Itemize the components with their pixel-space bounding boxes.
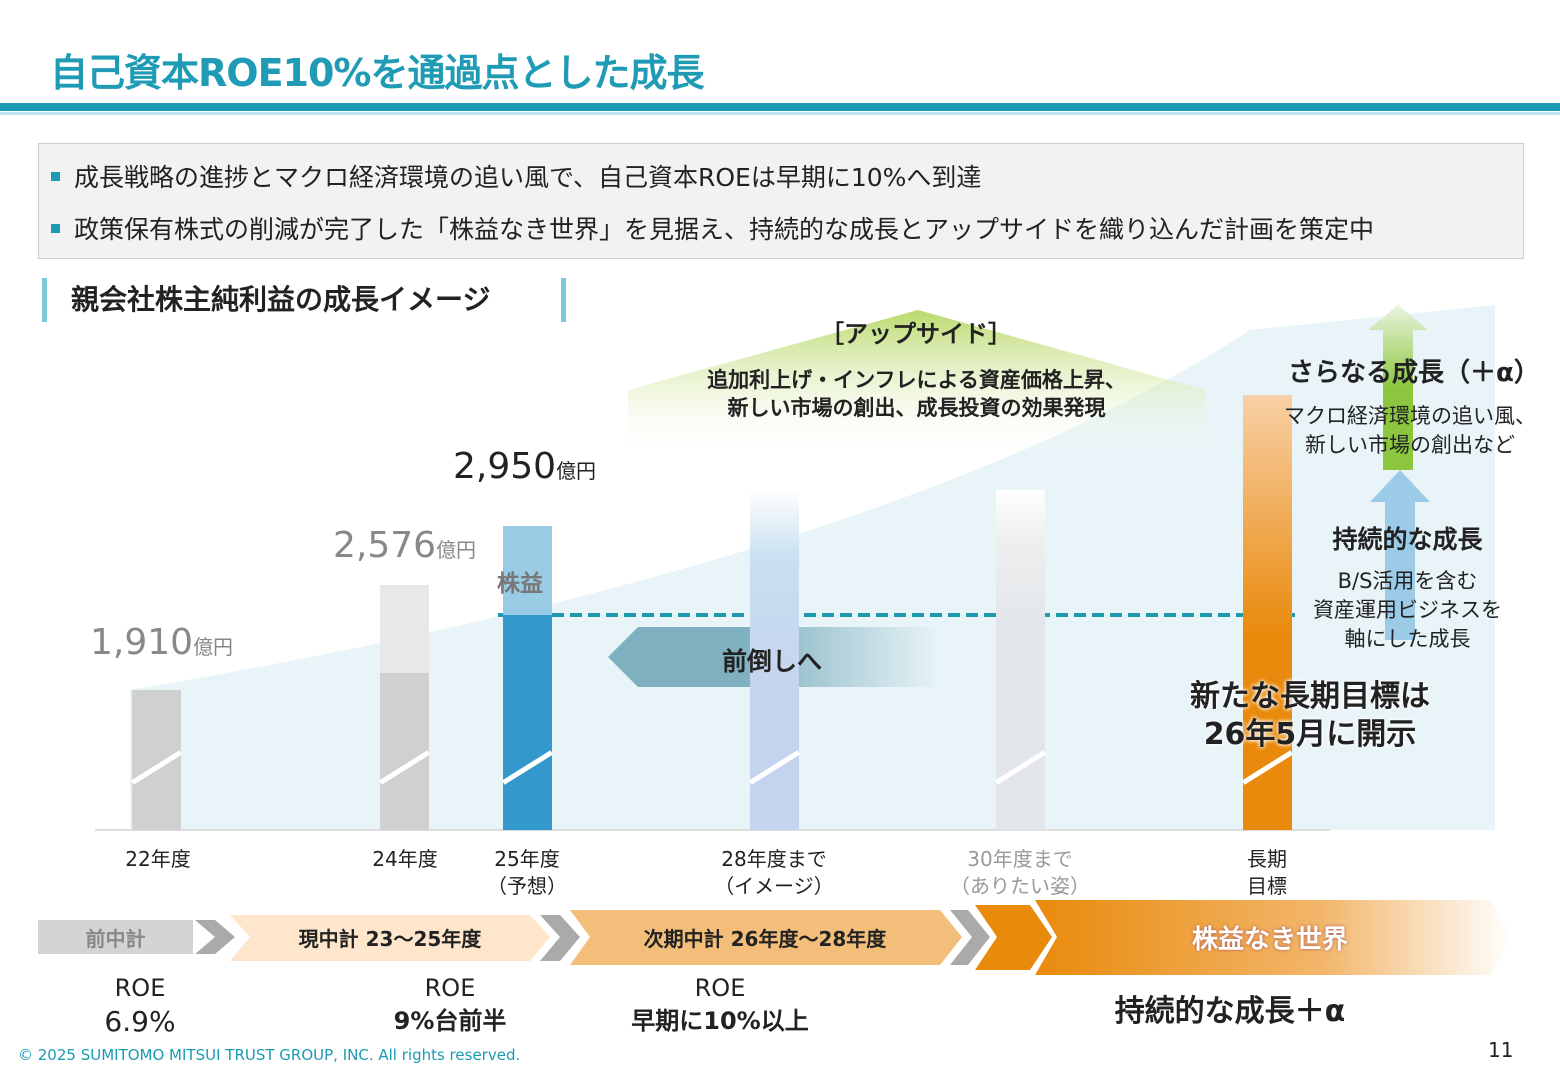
- sustain-arrow-icon: [1370, 470, 1430, 640]
- copyright: © 2025 SUMITOMO MITSUI TRUST GROUP, INC.…: [18, 1046, 521, 1064]
- further-growth-text: マクロ経済環境の追い風、 新しい市場の創出など: [1284, 404, 1536, 457]
- roe-next: ROE 早期に10%以上: [631, 974, 809, 1035]
- further-growth-title: さらなる成長（＋α）: [1288, 358, 1540, 388]
- bullet-icon: [51, 171, 60, 181]
- further-arrow-icon: [1368, 305, 1428, 470]
- x-label: 長期 目標: [1247, 847, 1287, 898]
- value-label-24: 2,576億円: [333, 525, 477, 566]
- slide-title: 自己資本ROE10%を通過点とした成長: [50, 51, 704, 95]
- plan-next: 次期中計 26年度～28年度: [643, 926, 887, 951]
- title-rule-light: [0, 112, 1560, 115]
- bullet-text: 政策保有株式の削減が完了した「株益なき世界」を見据え、持続的な成長とアップサイド…: [74, 215, 1375, 244]
- bar-0: [131, 690, 182, 830]
- bullet: 成長戦略の進捗とマクロ経済環境の追い風で、自己資本ROEは早期に10%へ到達: [51, 158, 981, 194]
- sustain-title: 持続的な成長: [1332, 525, 1483, 554]
- plan-previous: 前中計: [85, 926, 146, 951]
- plan-world: 株益なき世界: [1191, 924, 1348, 955]
- summary-box: 成長戦略の進捗とマクロ経済環境の追い風で、自己資本ROEは早期に10%へ到達 政…: [38, 143, 1524, 259]
- section-title: 親会社株主純利益の成長イメージ: [42, 278, 566, 322]
- segment-label: 株益: [497, 571, 543, 597]
- value-label-22: 1,910億円: [90, 622, 234, 663]
- page-number: 11: [1488, 1038, 1514, 1062]
- upside-text: 追加利上げ・インフレによる資産価格上昇、 新しい市場の創出、成長投資の効果発現: [707, 368, 1126, 420]
- target-note: 新たな長期目標は 26年5月に開示: [1190, 679, 1430, 752]
- bullet-text: 成長戦略の進捗とマクロ経済環境の追い風で、自己資本ROEは早期に10%へ到達: [74, 163, 982, 192]
- title-rule: [0, 103, 1560, 111]
- bullet-icon: [51, 223, 60, 233]
- value-label-25: 2,950億円: [453, 446, 597, 487]
- roe-current: ROE 9%台前半: [393, 974, 507, 1035]
- bar-1: [379, 584, 430, 830]
- upside-house: [628, 310, 1205, 460]
- x-label: 24年度: [372, 847, 438, 871]
- roe-previous: ROE 6.9%: [104, 974, 176, 1038]
- pull-forward-label: 前倒しへ: [722, 647, 823, 676]
- bar-2: [502, 526, 553, 830]
- x-label: 25年度 （予想）: [487, 847, 567, 898]
- x-label: 28年度まで （イメージ）: [714, 847, 834, 898]
- bar-long-term: [1242, 395, 1293, 830]
- x-label: 30年度まで （ありたい姿）: [950, 847, 1090, 898]
- plan-timeline: [38, 900, 1512, 975]
- plan-current: 現中計 23～25年度: [298, 926, 482, 951]
- upside-title: ［アップサイド］: [820, 320, 1012, 348]
- roe-long-term: 持続的な成長＋α: [1114, 994, 1346, 1029]
- x-label: 22年度: [125, 847, 191, 871]
- sustain-text: B/S活用を含む 資産運用ビジネスを 軸にした成長: [1313, 569, 1502, 651]
- bar-28: [749, 490, 800, 830]
- bar-30: [995, 490, 1046, 830]
- bullet: 政策保有株式の削減が完了した「株益なき世界」を見据え、持続的な成長とアップサイド…: [51, 210, 1374, 246]
